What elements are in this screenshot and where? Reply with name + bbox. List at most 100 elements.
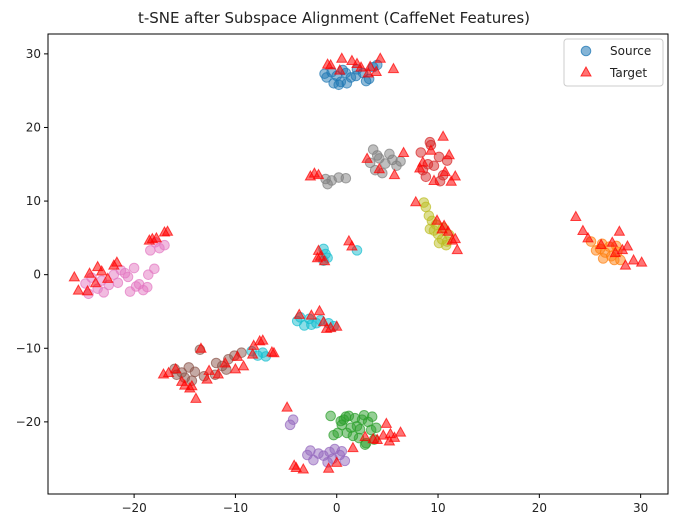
target-point <box>246 348 259 359</box>
source-point <box>349 412 361 424</box>
target-point <box>383 434 396 446</box>
target-point <box>437 130 449 141</box>
target-point <box>190 392 202 403</box>
target-point <box>146 232 159 244</box>
target-point <box>111 256 123 267</box>
target-point <box>186 379 198 391</box>
source-point <box>189 366 201 378</box>
target-point <box>89 276 102 288</box>
target-point <box>431 214 443 225</box>
source-point <box>313 448 324 459</box>
target-point <box>313 304 326 316</box>
x-tick-label: 10 <box>430 501 445 515</box>
target-point <box>219 356 232 368</box>
target-point <box>293 308 306 319</box>
target-point <box>364 60 377 71</box>
target-point <box>443 148 456 160</box>
target-point <box>449 170 462 181</box>
target-point <box>320 322 333 333</box>
target-point <box>72 284 85 295</box>
target-point <box>425 144 437 155</box>
target-point <box>609 246 622 258</box>
target-point <box>627 253 640 265</box>
target-point <box>359 430 371 442</box>
target-point <box>409 195 422 207</box>
y-axis: −20 −10 0 10 20 30 <box>16 47 48 429</box>
y-tick-label: 10 <box>26 194 41 208</box>
y-tick-label: −20 <box>16 415 41 429</box>
target-point <box>451 243 464 255</box>
target-point <box>370 65 383 77</box>
target-point <box>439 165 451 177</box>
source-point <box>112 277 124 289</box>
target-point <box>619 259 632 270</box>
source-point <box>128 262 140 274</box>
target-point <box>203 364 215 375</box>
target-point <box>569 210 582 222</box>
source-point <box>395 156 406 167</box>
source-point <box>415 147 427 158</box>
source-point <box>306 319 317 331</box>
target-point <box>361 152 373 163</box>
source-point <box>336 446 348 457</box>
target-point <box>201 373 213 384</box>
source-point <box>340 172 352 184</box>
plot-points <box>68 52 648 474</box>
y-tick-label: 0 <box>33 268 41 282</box>
target-point <box>595 238 607 249</box>
target-point <box>380 417 393 428</box>
legend: Source Target <box>563 38 664 87</box>
target-point <box>346 239 358 251</box>
target-point <box>428 174 440 185</box>
target-point <box>335 52 348 63</box>
legend-source-marker <box>580 45 592 57</box>
target-point <box>621 239 634 251</box>
target-point <box>388 431 401 442</box>
target-point <box>101 272 114 283</box>
source-point <box>354 423 366 435</box>
target-point <box>312 168 325 180</box>
target-point <box>81 284 94 296</box>
target-point <box>212 368 225 379</box>
source-point <box>141 281 153 293</box>
source-point <box>145 245 156 256</box>
source-point <box>159 239 170 251</box>
target-point <box>281 401 293 412</box>
source-point <box>428 225 440 236</box>
source-point <box>371 150 383 161</box>
x-tick-label: 20 <box>532 501 547 515</box>
source-point <box>302 449 313 461</box>
source-point <box>428 160 440 172</box>
source-point <box>319 68 330 80</box>
target-point <box>438 219 450 230</box>
target-point <box>322 462 335 473</box>
source-point <box>360 75 372 87</box>
x-tick-label: −10 <box>223 501 248 515</box>
source-point <box>149 263 160 275</box>
source-point <box>322 178 333 190</box>
chart-title: t-SNE after Subspace Alignment (CaffeNet… <box>138 9 530 27</box>
x-tick-label: 0 <box>333 501 341 515</box>
source-point <box>332 427 344 439</box>
source-point <box>345 422 357 434</box>
target-point <box>397 146 410 157</box>
source-point <box>370 422 382 434</box>
target-point <box>394 426 407 437</box>
source-point <box>119 267 131 279</box>
y-tick-label: −10 <box>16 341 41 355</box>
x-tick-label: 30 <box>633 501 648 515</box>
target-point <box>266 345 278 357</box>
plot-frame <box>47 33 669 495</box>
source-point <box>325 410 336 422</box>
target-point <box>304 170 317 181</box>
target-point <box>582 231 594 243</box>
target-point <box>362 66 374 78</box>
target-point <box>195 342 207 353</box>
target-point <box>367 432 380 444</box>
source-point <box>339 455 351 467</box>
target-point <box>83 267 96 278</box>
target-point <box>416 156 429 167</box>
target-point <box>321 58 334 69</box>
target-point <box>374 52 387 63</box>
target-point <box>613 225 626 236</box>
